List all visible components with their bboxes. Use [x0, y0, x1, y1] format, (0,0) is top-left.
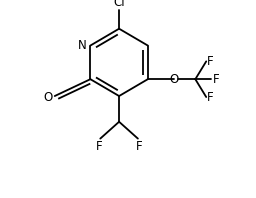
Text: F: F: [213, 73, 219, 86]
Text: F: F: [207, 90, 214, 104]
Text: Cl: Cl: [113, 0, 125, 9]
Text: F: F: [207, 55, 214, 68]
Text: O: O: [169, 73, 178, 86]
Text: O: O: [44, 90, 53, 104]
Text: F: F: [136, 140, 142, 153]
Text: F: F: [96, 140, 103, 153]
Text: N: N: [78, 39, 87, 52]
